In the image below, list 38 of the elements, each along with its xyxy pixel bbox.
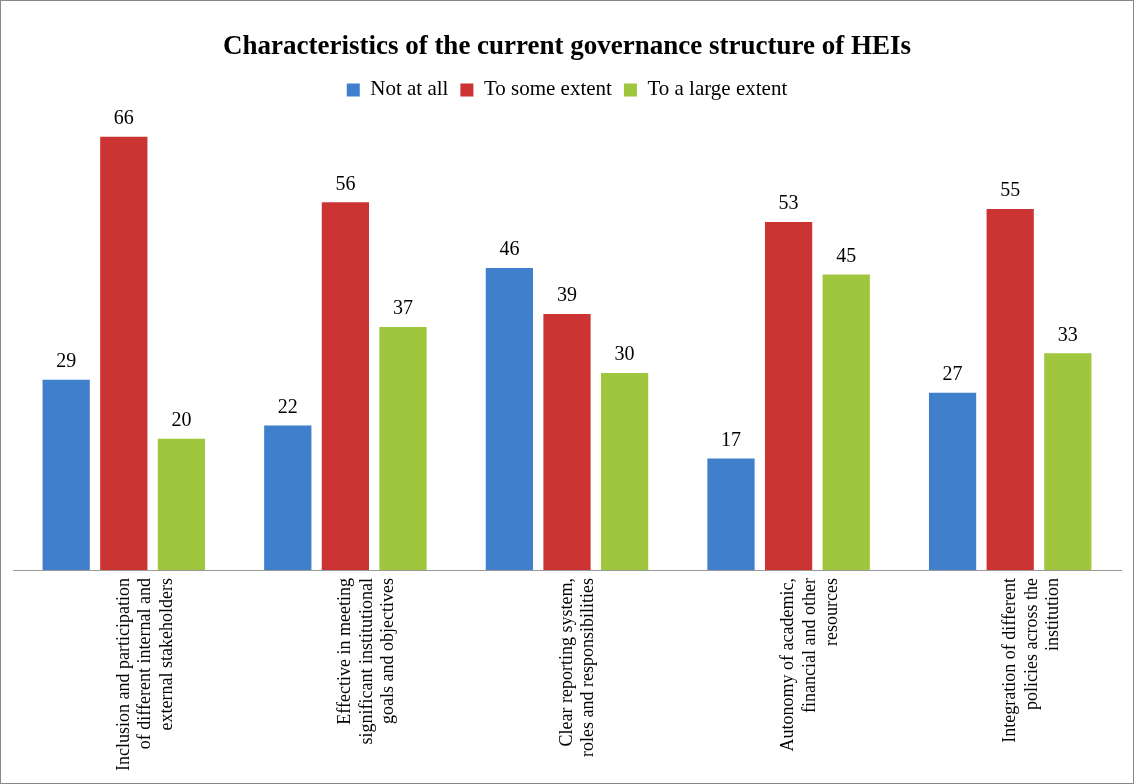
x-tick-label: Integration of different policies across the institution <box>998 578 1063 743</box>
bar <box>986 208 1034 571</box>
bar <box>1044 353 1092 571</box>
data-label: 22 <box>277 394 298 417</box>
data-label: 45 <box>836 243 857 266</box>
bar <box>485 268 534 571</box>
data-label: 46 <box>499 237 520 260</box>
x-tick-label: Inclusion and participation of different internal and external stakeholders <box>112 578 176 772</box>
bar <box>379 327 427 571</box>
bar <box>42 379 90 571</box>
legend-label: To a large extent <box>647 76 788 101</box>
bar <box>100 136 148 571</box>
bar <box>764 222 813 571</box>
chart-title: Characteristics of the current governance structure of HEIs <box>222 30 912 61</box>
data-label: 27 <box>942 362 963 385</box>
bar <box>264 425 312 571</box>
data-label: 39 <box>557 283 577 306</box>
data-label: 37 <box>393 296 414 319</box>
legend-label: To some extent <box>483 76 613 101</box>
x-tick-label: Autonomy of academic, financial and other resources <box>777 578 841 752</box>
data-label: 53 <box>778 191 799 214</box>
bar <box>543 313 591 571</box>
bar <box>321 202 370 571</box>
data-label: 66 <box>113 105 134 128</box>
bar <box>600 373 649 571</box>
bar <box>928 392 977 571</box>
bar <box>157 438 206 571</box>
data-label: 55 <box>1000 178 1021 201</box>
data-label: 29 <box>56 348 77 371</box>
data-label: 33 <box>1057 322 1078 345</box>
legend-label: Not at all <box>370 76 449 101</box>
data-label: 17 <box>720 427 741 450</box>
data-label: 20 <box>171 407 192 430</box>
bar <box>822 274 870 571</box>
data-label: 56 <box>335 171 356 194</box>
bar <box>707 458 755 571</box>
data-label: 30 <box>614 342 635 365</box>
x-tick-label: Effective in meeting significant institutional goals and objectives <box>334 578 398 745</box>
